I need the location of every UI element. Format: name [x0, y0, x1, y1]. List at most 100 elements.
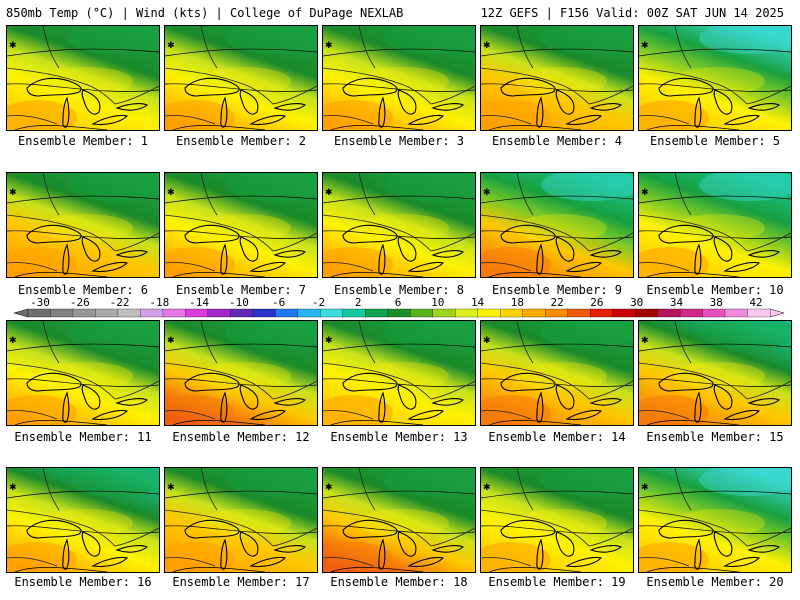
ensemble-member-label: Ensemble Member: 14 — [488, 430, 626, 444]
svg-text:✱: ✱ — [167, 188, 175, 198]
colorbar-tick-label: -10 — [229, 297, 249, 309]
svg-text:✱: ✱ — [325, 483, 333, 493]
colorbar-min-arrow — [13, 308, 29, 318]
svg-text:✱: ✱ — [641, 188, 649, 198]
svg-text:✱: ✱ — [483, 188, 491, 198]
colorbar-tick-label: -18 — [149, 297, 169, 309]
colorbar-swatch — [634, 308, 659, 318]
colorbar-tick-label: -30 — [30, 297, 50, 309]
ensemble-member-label: Ensemble Member: 13 — [330, 430, 468, 444]
ensemble-member-map[interactable]: ✱ — [638, 467, 792, 573]
colorbar-swatch — [522, 308, 546, 318]
colorbar-swatch — [500, 308, 524, 318]
ensemble-member-map[interactable]: ✱ — [6, 320, 160, 426]
temperature-colorbar: -30 -26 -22 -18 -14 -10 -6 -2 2 6 10 14 18 22 26 30 34 38… — [13, 297, 785, 318]
ensemble-member-map[interactable]: ✱ — [322, 172, 476, 278]
colorbar-swatch — [567, 308, 591, 318]
ensemble-member-label: Ensemble Member: 2 — [175, 134, 307, 148]
ensemble-member-label: Ensemble Member: 17 — [172, 575, 310, 589]
model-valid-time: 12Z GEFS | F156 Valid: 00Z SAT JUN 14 20… — [480, 6, 784, 20]
ensemble-member-label: Ensemble Member: 18 — [330, 575, 468, 589]
ensemble-member-label: Ensemble Member: 1 — [17, 134, 149, 148]
svg-text:✱: ✱ — [167, 483, 175, 493]
ensemble-member-label: Ensemble Member: 7 — [175, 283, 307, 297]
colorbar-swatch — [679, 308, 703, 318]
colorbar-swatch — [589, 308, 614, 318]
colorbar-swatch — [27, 308, 51, 318]
colorbar-swatch — [140, 308, 164, 318]
colorbar-tick-label: 26 — [590, 297, 603, 309]
svg-text:✱: ✱ — [641, 41, 649, 51]
ensemble-member-map[interactable]: ✱ — [638, 172, 792, 278]
colorbar-tick-label: 42 — [749, 297, 762, 309]
colorbar-swatch — [72, 308, 96, 318]
svg-text:✱: ✱ — [325, 188, 333, 198]
ensemble-member-map[interactable]: ✱ — [164, 172, 318, 278]
ensemble-member-map[interactable]: ✱ — [6, 172, 160, 278]
colorbar-swatch — [657, 308, 681, 318]
colorbar-tick-label: -22 — [110, 297, 130, 309]
colorbar-swatch — [365, 308, 389, 318]
colorbar-tick-label: -2 — [312, 297, 325, 309]
colorbar-tick-label: -14 — [189, 297, 209, 309]
ensemble-member-map[interactable]: ✱ — [480, 25, 634, 131]
ensemble-member-map[interactable]: ✱ — [638, 320, 792, 426]
colorbar-swatch — [410, 308, 434, 318]
ensemble-member-map[interactable]: ✱ — [6, 25, 160, 131]
colorbar-tick-label: 38 — [710, 297, 723, 309]
colorbar-swatch — [342, 308, 366, 318]
ensemble-member-map[interactable]: ✱ — [638, 25, 792, 131]
colorbar-swatch — [162, 308, 186, 318]
svg-text:✱: ✱ — [325, 336, 333, 346]
svg-text:✱: ✱ — [167, 41, 175, 51]
ensemble-member-label: Ensemble Member: 16 — [14, 575, 152, 589]
colorbar-tick-label: -6 — [272, 297, 285, 309]
ensemble-member-map[interactable]: ✱ — [164, 467, 318, 573]
colorbar-tick-label: 22 — [551, 297, 564, 309]
svg-text:✱: ✱ — [483, 41, 491, 51]
ensemble-member-label: Ensemble Member: 6 — [17, 283, 149, 297]
svg-text:✱: ✱ — [483, 336, 491, 346]
colorbar-swatch — [455, 308, 479, 318]
colorbar-swatch — [747, 308, 771, 318]
ensemble-member-map[interactable]: ✱ — [322, 320, 476, 426]
ensemble-member-map[interactable]: ✱ — [322, 25, 476, 131]
ensemble-member-label: Ensemble Member: 15 — [646, 430, 784, 444]
colorbar-tick-label: 30 — [630, 297, 643, 309]
colorbar-swatch — [95, 308, 119, 318]
ensemble-member-label: Ensemble Member: 10 — [646, 283, 784, 297]
ensemble-member-map[interactable]: ✱ — [480, 467, 634, 573]
colorbar-swatch — [477, 308, 501, 318]
colorbar-max-arrow — [769, 308, 785, 318]
colorbar-swatch — [702, 308, 726, 318]
ensemble-member-label: Ensemble Member: 4 — [491, 134, 623, 148]
ensemble-member-label: Ensemble Member: 20 — [646, 575, 784, 589]
colorbar-tick-label: 6 — [395, 297, 402, 309]
ensemble-member-label: Ensemble Member: 11 — [14, 430, 152, 444]
svg-text:✱: ✱ — [641, 336, 649, 346]
colorbar-swatch — [387, 308, 411, 318]
ensemble-member-map[interactable]: ✱ — [322, 467, 476, 573]
colorbar-swatch — [297, 308, 321, 318]
svg-text:✱: ✱ — [325, 41, 333, 51]
svg-text:✱: ✱ — [483, 483, 491, 493]
colorbar-swatch — [432, 308, 456, 318]
svg-text:✱: ✱ — [9, 336, 17, 346]
ensemble-member-map[interactable]: ✱ — [6, 467, 160, 573]
colorbar-swatch — [320, 308, 344, 318]
colorbar-tick-label: 2 — [355, 297, 362, 309]
ensemble-member-map[interactable]: ✱ — [480, 320, 634, 426]
colorbar-swatch — [724, 308, 748, 318]
ensemble-member-label: Ensemble Member: 19 — [488, 575, 626, 589]
ensemble-member-label: Ensemble Member: 12 — [172, 430, 310, 444]
colorbar-swatch — [230, 308, 254, 318]
colorbar-tick-label: 10 — [431, 297, 444, 309]
ensemble-member-map[interactable]: ✱ — [480, 172, 634, 278]
colorbar-tick-label: 18 — [511, 297, 524, 309]
ensemble-member-map[interactable]: ✱ — [164, 25, 318, 131]
svg-text:✱: ✱ — [9, 188, 17, 198]
ensemble-member-label: Ensemble Member: 3 — [333, 134, 465, 148]
ensemble-member-map[interactable]: ✱ — [164, 320, 318, 426]
colorbar-swatch — [185, 308, 209, 318]
colorbar-swatch — [612, 308, 636, 318]
